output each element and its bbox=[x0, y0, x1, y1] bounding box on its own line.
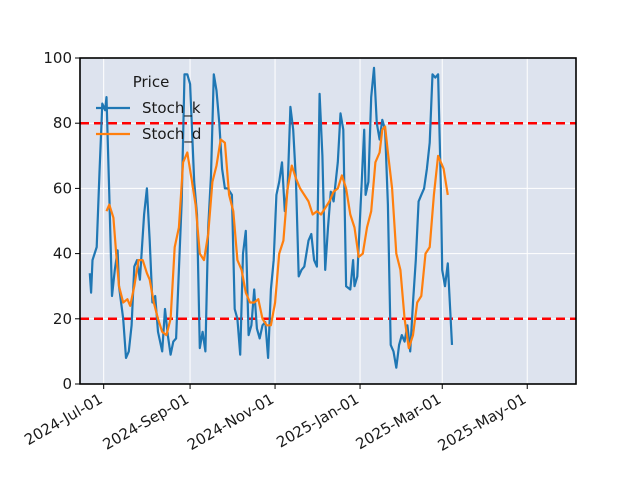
y-tick-label: 60 bbox=[53, 179, 72, 197]
x-axis-ticks: 2024-Jul-012024-Sep-012024-Nov-012025-Ja… bbox=[21, 384, 529, 455]
y-tick-label: 40 bbox=[53, 245, 72, 263]
x-tick-label: 2025-Jan-01 bbox=[273, 390, 362, 452]
y-tick-label: 20 bbox=[53, 310, 72, 328]
y-axis-ticks: 0 20 40 60 80 100 bbox=[43, 49, 80, 393]
legend-title: Price bbox=[133, 73, 170, 91]
legend-entry-stoch_d: Stoch_d bbox=[142, 125, 201, 144]
x-tick-label: 2024-Jul-01 bbox=[21, 390, 105, 449]
y-tick-label: 100 bbox=[43, 49, 72, 67]
legend-entry-stoch_k: Stoch_k bbox=[142, 99, 201, 118]
reference-lines bbox=[80, 121, 576, 321]
x-tick-label: 2024-Nov-01 bbox=[184, 390, 277, 454]
y-tick-label: 0 bbox=[62, 375, 72, 393]
x-tick-label: 2024-Sep-01 bbox=[100, 390, 192, 454]
x-tick-label: 2025-May-01 bbox=[435, 390, 530, 455]
plot-frame bbox=[79, 57, 577, 385]
series-line-stoch_k bbox=[88, 66, 454, 369]
series-line-stoch_d bbox=[105, 125, 449, 350]
y-tick-label: 80 bbox=[53, 114, 72, 132]
series-lines bbox=[88, 66, 454, 369]
legend: Price Stoch_k Stoch_d bbox=[96, 73, 201, 144]
x-tick-label: 2025-Mar-01 bbox=[353, 390, 445, 453]
